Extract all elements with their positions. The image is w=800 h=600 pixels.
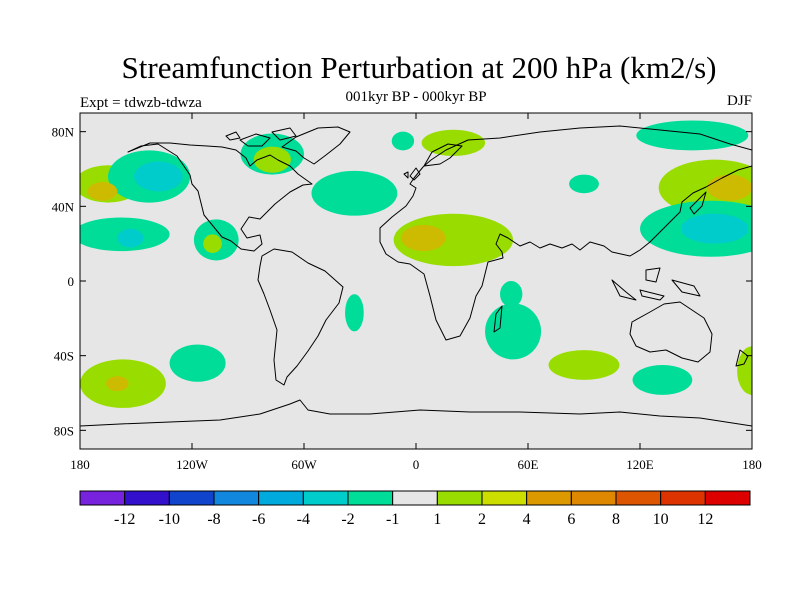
anomaly-negative xyxy=(117,228,144,248)
colorbar: -12 -10 -8 -6 -4 -2 -1 1 2 4 6 8 10 12 xyxy=(79,490,751,528)
coast-new-zealand xyxy=(735,349,749,367)
anomaly-negative xyxy=(345,294,364,332)
anomaly-negative xyxy=(134,161,183,192)
anomaly-positive xyxy=(707,174,752,201)
coastlines xyxy=(80,125,752,427)
lon-tick-label: 60W xyxy=(291,457,317,472)
anomaly-negative xyxy=(169,344,226,382)
coast-arctic-islands xyxy=(225,127,297,147)
experiment-label: Expt = tdwzb-tdwza xyxy=(80,95,202,111)
colorbar-swatch xyxy=(526,490,572,506)
anomaly-positive xyxy=(203,234,222,254)
anomaly-negative xyxy=(636,120,749,151)
coast-british-isles xyxy=(403,167,421,181)
coast-japan xyxy=(689,191,707,215)
colorbar-swatch xyxy=(704,490,751,506)
colorbar-label: -4 xyxy=(297,511,310,528)
colorbar-label: -8 xyxy=(207,511,220,528)
lon-tick-label: 60E xyxy=(518,457,539,472)
anomaly-negative xyxy=(681,213,749,244)
lat-tick-label: 80S xyxy=(54,423,74,438)
axis-ticks: 80N 40N 0 40S 80S 180 120W 60W 0 60E 120E 180 xyxy=(52,113,762,472)
anomaly-positive xyxy=(87,182,118,201)
coast-madagascar xyxy=(493,305,503,333)
colorbar-label: -10 xyxy=(159,511,180,528)
lat-tick-label: 0 xyxy=(68,274,75,289)
anomaly-negative xyxy=(569,174,599,194)
colorbar-swatch xyxy=(660,490,706,506)
colorbar-swatch xyxy=(302,490,349,506)
colorbar-swatch xyxy=(570,490,617,506)
anomaly-positive xyxy=(106,376,129,392)
lon-tick-label: 120W xyxy=(176,457,209,472)
anomaly-negative xyxy=(391,131,415,151)
colorbar-label: -12 xyxy=(114,511,135,528)
colorbar-swatch xyxy=(436,490,483,506)
lat-tick-label: 40N xyxy=(52,199,75,214)
colorbar-swatch xyxy=(392,490,438,506)
lat-tick-label: 40S xyxy=(54,349,74,364)
colorbar-label: 2 xyxy=(478,511,486,528)
coast-eurasia-africa xyxy=(379,125,752,341)
coast-scandinavia xyxy=(423,143,463,167)
coast-antarctica xyxy=(80,399,752,427)
lat-tick-label: 80N xyxy=(52,125,75,140)
coast-greenland xyxy=(281,126,351,165)
colorbar-label: -1 xyxy=(386,511,399,528)
colorbar-swatch xyxy=(347,490,394,506)
colorbar-swatch xyxy=(168,490,215,506)
colorbar-swatch xyxy=(124,490,170,506)
anomaly-positive xyxy=(253,146,291,173)
lon-tick-label: 180 xyxy=(70,457,90,472)
lon-tick-label: 0 xyxy=(413,457,420,472)
colorbar-label: 10 xyxy=(653,511,669,528)
colorbar-swatch xyxy=(79,490,126,506)
colorbar-label: 4 xyxy=(523,511,531,528)
plot-title: Streamfunction Perturbation at 200 hPa (… xyxy=(121,50,717,85)
lon-tick-label: 180 xyxy=(742,457,762,472)
anomaly-negative xyxy=(632,365,693,395)
colorbar-label: 6 xyxy=(567,511,575,528)
colorbar-label: -2 xyxy=(341,511,354,528)
plot-subtitle: 001kyr BP - 000kyr BP xyxy=(345,89,487,105)
colorbar-label: -6 xyxy=(252,511,265,528)
coast-australia xyxy=(629,301,713,363)
lon-tick-label: 120E xyxy=(626,457,654,472)
anomaly-negative xyxy=(485,303,542,360)
colorbar-label: 12 xyxy=(697,511,713,528)
season-label: DJF xyxy=(726,93,752,109)
colorbar-swatch xyxy=(213,490,260,506)
coast-north-america xyxy=(127,142,313,252)
colorbar-label: 1 xyxy=(433,511,441,528)
anomaly-negative xyxy=(311,170,398,216)
anomaly-positive xyxy=(421,129,486,156)
coast-south-america xyxy=(257,248,344,386)
colorbar-label: 8 xyxy=(612,511,620,528)
colorbar-swatch xyxy=(481,490,528,506)
anomaly-layer xyxy=(80,120,752,408)
map-background xyxy=(80,113,752,449)
anomaly-positive xyxy=(401,225,446,252)
colorbar-swatch xyxy=(615,490,662,506)
coast-indonesia xyxy=(611,267,701,301)
colorbar-swatch xyxy=(258,490,304,506)
anomaly-positive xyxy=(737,346,752,395)
anomaly-negative xyxy=(500,281,523,308)
anomaly-positive xyxy=(548,350,620,380)
